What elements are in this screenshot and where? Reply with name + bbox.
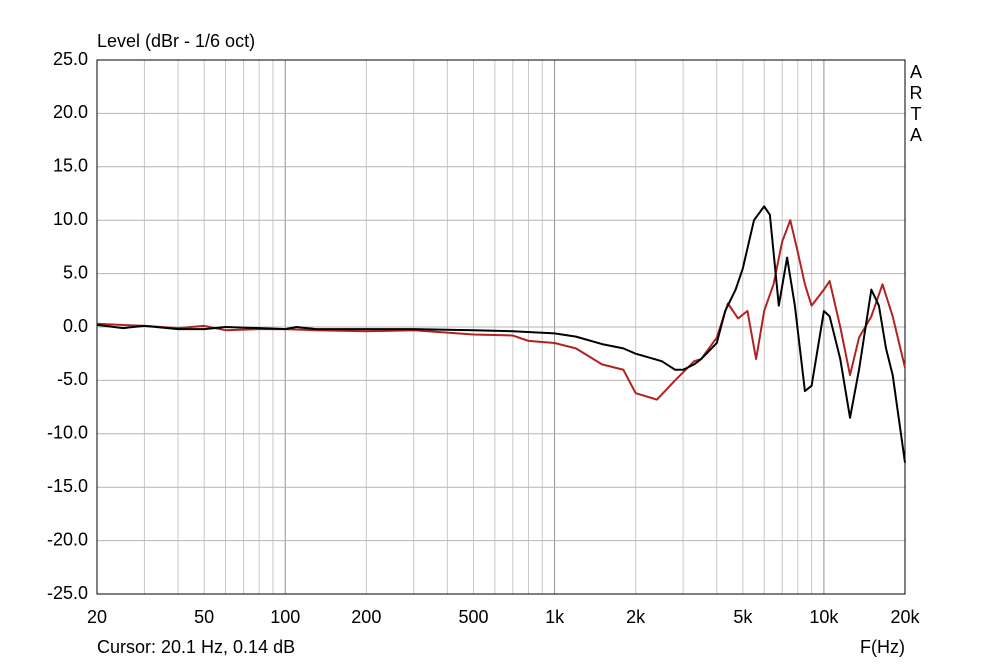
data-line bbox=[96, 219, 906, 401]
y-tick-label: 10.0 bbox=[53, 209, 88, 229]
brand-label: ARTA bbox=[906, 62, 926, 146]
y-tick-label: 5.0 bbox=[63, 262, 88, 282]
x-tick-label: 500 bbox=[458, 607, 488, 627]
y-tick-label: 20.0 bbox=[53, 102, 88, 122]
y-tick-label: -20.0 bbox=[47, 529, 88, 549]
x-tick-label: 2k bbox=[626, 607, 646, 627]
chart-title: Level (dBr - 1/6 oct) bbox=[97, 31, 255, 51]
x-tick-label: 20k bbox=[890, 607, 920, 627]
cursor-readout: Cursor: 20.1 Hz, 0.14 dB bbox=[97, 637, 295, 657]
data-line bbox=[96, 205, 906, 463]
x-tick-label: 100 bbox=[270, 607, 300, 627]
y-tick-label: -5.0 bbox=[57, 369, 88, 389]
y-tick-label: -10.0 bbox=[47, 423, 88, 443]
x-tick-label: 50 bbox=[194, 607, 214, 627]
y-tick-label: -15.0 bbox=[47, 476, 88, 496]
x-tick-label: 20 bbox=[87, 607, 107, 627]
x-tick-label: 5k bbox=[733, 607, 753, 627]
y-tick-label: 0.0 bbox=[63, 316, 88, 336]
y-tick-label: -25.0 bbox=[47, 583, 88, 603]
x-tick-label: 200 bbox=[351, 607, 381, 627]
y-tick-label: 25.0 bbox=[53, 49, 88, 69]
x-tick-label: 10k bbox=[809, 607, 839, 627]
x-tick-label: 1k bbox=[545, 607, 565, 627]
plot-frame bbox=[96, 59, 906, 595]
y-tick-label: 15.0 bbox=[53, 156, 88, 176]
x-axis-label: F(Hz) bbox=[860, 637, 905, 657]
